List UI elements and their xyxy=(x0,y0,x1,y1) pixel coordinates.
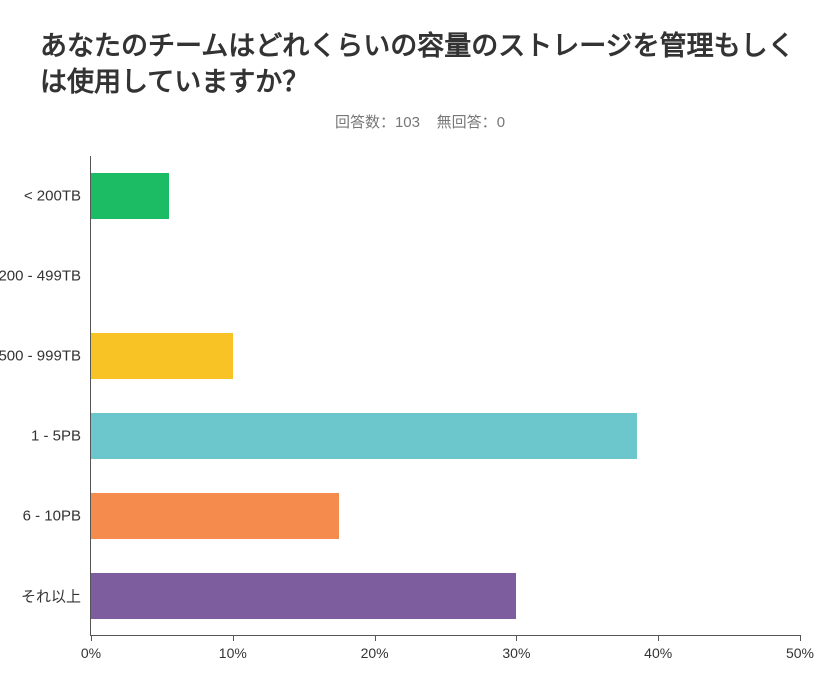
bar-row: 1 - 5PB xyxy=(91,396,800,476)
noresponse-value: 0 xyxy=(497,114,505,131)
bar xyxy=(91,413,637,459)
y-axis-label: 1 - 5PB xyxy=(0,427,91,444)
chart-title: あなたのチームはどれくらいの容量のストレージを管理もしくは使用していますか？ xyxy=(40,28,800,101)
chart-area: < 200TB200 - 499TB500 - 999TB1 - 5PB6 - … xyxy=(90,156,800,636)
responses-value: 103 xyxy=(395,114,420,131)
y-axis-label: 200 - 499TB xyxy=(0,267,91,284)
bar xyxy=(91,333,233,379)
bar xyxy=(91,173,169,219)
y-axis-label: < 200TB xyxy=(0,187,91,204)
x-tick xyxy=(800,635,801,641)
x-axis-label: 20% xyxy=(361,645,389,661)
chart-container: あなたのチームはどれくらいの容量のストレージを管理もしくは使用していますか？ 回… xyxy=(0,0,840,656)
chart-subtitle: 回答数：103 無回答：0 xyxy=(40,111,800,132)
x-tick xyxy=(91,635,92,641)
bar-row: 200 - 499TB xyxy=(91,236,800,316)
x-axis-label: 40% xyxy=(644,645,672,661)
y-axis-label: それ以上 xyxy=(0,585,91,606)
x-tick xyxy=(658,635,659,641)
x-tick xyxy=(516,635,517,641)
bar xyxy=(91,493,339,539)
bar-row: < 200TB xyxy=(91,156,800,236)
bar-row: それ以上 xyxy=(91,556,800,636)
noresponse-label: 無回答： xyxy=(437,114,497,131)
x-axis-label: 30% xyxy=(502,645,530,661)
bar-row: 6 - 10PB xyxy=(91,476,800,556)
bar xyxy=(91,573,516,619)
x-tick xyxy=(233,635,234,641)
x-axis-label: 50% xyxy=(786,645,814,661)
y-axis-label: 500 - 999TB xyxy=(0,347,91,364)
x-axis-label: 10% xyxy=(219,645,247,661)
x-tick xyxy=(375,635,376,641)
y-axis-label: 6 - 10PB xyxy=(0,507,91,524)
plot-region: < 200TB200 - 499TB500 - 999TB1 - 5PB6 - … xyxy=(90,156,800,636)
x-axis-label: 0% xyxy=(81,645,101,661)
bar-row: 500 - 999TB xyxy=(91,316,800,396)
responses-label: 回答数： xyxy=(335,114,395,131)
